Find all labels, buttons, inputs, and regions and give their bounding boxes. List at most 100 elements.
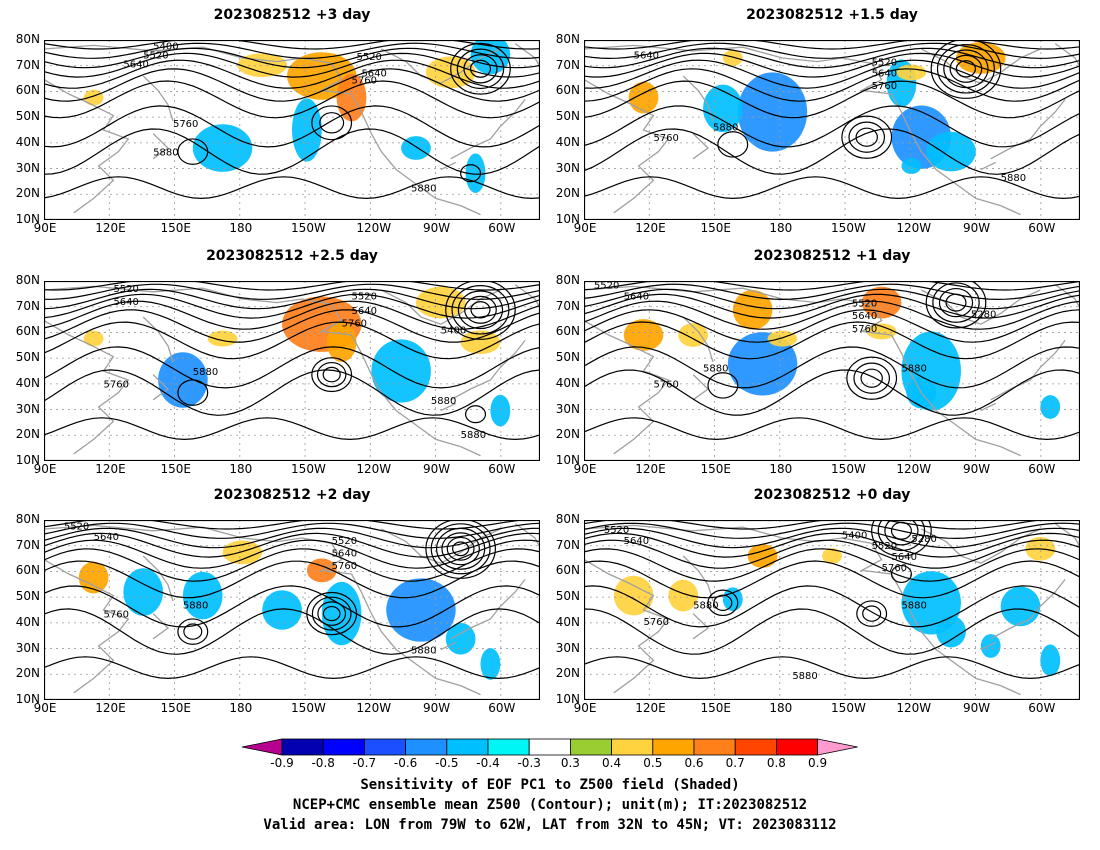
coastline	[350, 93, 461, 207]
lon-label: 120W	[896, 462, 932, 476]
lat-label: 40N	[15, 614, 40, 629]
lat-label: 50N	[15, 350, 40, 365]
colorbar-tick-label: 0.9	[808, 756, 828, 770]
colorbar-segment	[611, 738, 654, 756]
lat-label: 40N	[555, 375, 580, 390]
z500-contour	[44, 346, 540, 389]
z500-closed-contour	[445, 281, 516, 340]
colorbar-segment	[569, 738, 612, 756]
z500-contour	[584, 52, 1080, 78]
colorbar-segment	[528, 738, 571, 756]
contour-label: 5760	[872, 81, 897, 92]
z500-contour	[44, 417, 540, 441]
lat-label: 10N	[15, 692, 40, 706]
lon-label: 120E	[95, 701, 126, 715]
sensitivity-shading	[866, 323, 897, 340]
colorbar	[241, 738, 858, 756]
z500-contour	[44, 288, 540, 310]
lat-label: 80N	[555, 273, 580, 287]
coastline	[584, 524, 783, 539]
sensitivity-shading	[767, 330, 798, 347]
z500-contour	[584, 293, 1080, 319]
z500-contour	[44, 68, 540, 102]
z500-contour	[44, 522, 540, 539]
z500-closed-contour	[707, 589, 739, 617]
z500-closed-contour	[183, 623, 203, 640]
lat-label: 70N	[15, 57, 40, 72]
lat-label: 60N	[15, 563, 40, 578]
contour-label: 5520	[143, 50, 168, 61]
z500-contour	[584, 585, 1080, 628]
lon-label: 120E	[635, 701, 666, 715]
contour-label: 5640	[361, 68, 386, 79]
colorbar-segment	[734, 738, 777, 756]
z500-contour	[584, 539, 1080, 569]
lat-label: 70N	[555, 57, 580, 72]
contour-label: 5880	[901, 363, 926, 374]
coastline	[450, 339, 526, 401]
sensitivity-shading	[1040, 644, 1061, 677]
sensitivity-shading	[628, 81, 659, 114]
z500-contour	[44, 608, 540, 655]
z500-closed-contour	[862, 605, 882, 622]
z500-closed-contour	[930, 40, 1002, 99]
z500-contour	[584, 346, 1080, 389]
coastline	[44, 320, 130, 455]
z500-contour	[584, 40, 1080, 50]
lat-label: 80N	[15, 273, 40, 287]
z500-contour	[584, 520, 1047, 530]
contour-label: 5520	[594, 281, 619, 292]
sensitivity-shading	[490, 394, 511, 427]
panel-title: 2023082512 +1.5 day	[746, 7, 918, 23]
contour-label: 5760	[653, 380, 678, 391]
z500-contour	[584, 532, 1080, 558]
lat-label: 80N	[15, 512, 40, 526]
colorbar-segment	[364, 738, 407, 756]
lon-label: 90W	[423, 221, 451, 235]
z500-closed-contour	[456, 48, 505, 90]
z500-contour	[44, 176, 540, 200]
sensitivity-shading	[158, 352, 208, 408]
contour-label: 5640	[624, 536, 649, 547]
lat-label: 70N	[555, 298, 580, 313]
z500-closed-contour	[713, 594, 733, 611]
z500-contour	[584, 656, 1080, 680]
lon-label: 150W	[831, 701, 866, 715]
sensitivity-shading	[926, 131, 976, 172]
contour-label: 5520	[604, 525, 629, 536]
z500-contour	[584, 176, 1080, 200]
map-frame	[44, 520, 540, 700]
z500-contour	[44, 80, 540, 119]
sensitivity-shading	[416, 286, 466, 319]
z500-contour	[44, 560, 540, 599]
z500-closed-contour	[884, 520, 919, 546]
z500-closed-contour	[451, 285, 510, 335]
sensitivity-shading	[668, 579, 699, 612]
z500-contour	[584, 527, 1080, 549]
z500-closed-contour	[316, 361, 347, 388]
sensitivity-shading	[901, 158, 922, 174]
z500-contour	[584, 80, 1080, 119]
z500-contour	[584, 281, 1080, 291]
lon-label: 60W	[488, 462, 516, 476]
colorbar-tick-label: -0.4	[476, 756, 500, 770]
lon-label: 150E	[160, 221, 192, 235]
contour-label: 5880	[461, 430, 486, 441]
lon-label: 120W	[896, 221, 932, 235]
z500-contour	[44, 128, 540, 175]
contour-label: 5520	[852, 299, 877, 310]
z500-closed-contour	[932, 282, 980, 323]
lon-label: 180	[769, 221, 793, 235]
contour-label: 5400	[441, 326, 466, 337]
panel-title: 2023082512 +3 day	[213, 7, 371, 23]
lon-label: 180	[229, 221, 253, 235]
contour-label: 5760	[644, 617, 669, 628]
map-frame	[584, 520, 1080, 700]
contour-label: 5880	[411, 646, 436, 657]
lon-label: 150W	[291, 462, 326, 476]
z500-contour	[584, 47, 1080, 69]
lon-label: 150E	[700, 701, 732, 715]
contour-label: 5880	[193, 367, 218, 378]
